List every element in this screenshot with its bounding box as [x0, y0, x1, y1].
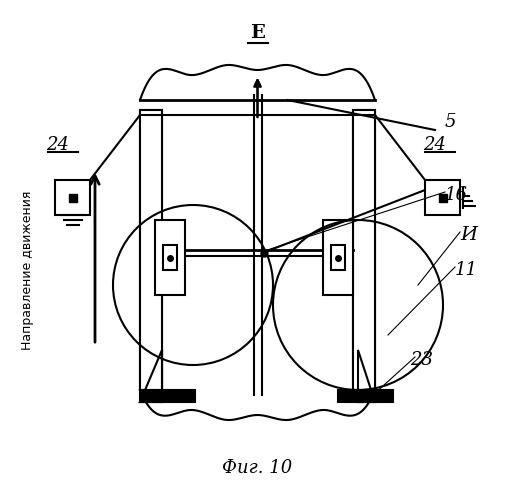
Bar	[338, 390, 393, 402]
Bar	[140, 110, 162, 390]
Bar	[331, 245, 345, 270]
Bar	[323, 220, 353, 295]
Bar	[140, 390, 195, 402]
Text: Фиг. 10: Фиг. 10	[223, 459, 293, 477]
Bar	[353, 110, 375, 390]
Bar	[163, 245, 177, 270]
Bar	[425, 180, 460, 215]
Bar	[353, 110, 375, 390]
Text: И: И	[460, 226, 477, 244]
Bar	[155, 220, 185, 295]
Text: 5: 5	[445, 113, 457, 131]
Text: E: E	[250, 24, 265, 42]
Text: 11: 11	[455, 261, 478, 279]
Text: Направление движения: Направление движения	[21, 190, 34, 350]
Bar	[55, 180, 90, 215]
Text: 16: 16	[445, 186, 468, 204]
Text: 23: 23	[410, 351, 433, 369]
Text: 24: 24	[46, 136, 70, 154]
Text: 24: 24	[423, 136, 447, 154]
Bar	[140, 110, 162, 390]
